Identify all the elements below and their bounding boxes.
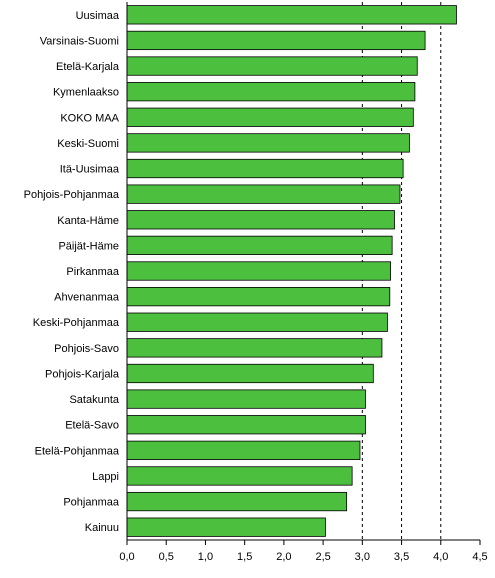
bar-11 xyxy=(126,286,391,307)
category-label-12: Keski-Pohjanmaa xyxy=(33,317,120,329)
x-tick-label-3: 1,5 xyxy=(237,551,252,563)
x-tick-label-9: 4,5 xyxy=(472,551,487,563)
category-label-2: Etelä-Karjala xyxy=(56,61,120,73)
category-label-11: Ahvenanmaa xyxy=(54,292,120,304)
category-label-13: Pohjois-Savo xyxy=(54,343,119,355)
bar-9 xyxy=(126,235,393,256)
x-tick-label-6: 3,0 xyxy=(355,551,370,563)
category-label-16: Etelä-Savo xyxy=(65,420,119,432)
bar-0 xyxy=(126,5,457,25)
category-label-9: Päijät-Häme xyxy=(58,240,119,252)
bar-14 xyxy=(126,363,374,384)
bar-20 xyxy=(126,517,326,537)
bar-12 xyxy=(126,312,388,332)
category-label-20: Kainuu xyxy=(85,522,119,534)
bar-17 xyxy=(126,440,361,460)
category-label-6: Itä-Uusimaa xyxy=(60,164,120,176)
x-axis: 0,0 0,5 1,0 1,5 2,0 2,5 3,0 3,5 4,0 4,5 xyxy=(119,2,488,563)
category-label-1: Varsinais-Suomi xyxy=(40,35,119,47)
bar-13 xyxy=(126,338,383,358)
x-tick-label-8: 4,0 xyxy=(433,551,448,563)
category-label-7: Pohjois-Pohjanmaa xyxy=(24,189,120,201)
category-label-5: Keski-Suomi xyxy=(57,138,119,150)
category-label-14: Pohjois-Karjala xyxy=(45,368,120,380)
x-tick-label-2: 1,0 xyxy=(198,551,213,563)
x-tick-label-0: 0,0 xyxy=(119,551,134,563)
bars xyxy=(126,5,457,537)
category-labels: Uusimaa Varsinais-Suomi Etelä-Karjala Kymen… xyxy=(24,10,120,534)
bar-3 xyxy=(126,82,416,102)
bar-4 xyxy=(126,107,414,127)
category-label-8: Kanta-Häme xyxy=(57,215,119,227)
bar-8 xyxy=(126,210,395,230)
bar-16 xyxy=(126,415,366,435)
bar-2 xyxy=(126,56,418,76)
category-label-17: Etelä-Pohjanmaa xyxy=(35,445,120,457)
bar-10 xyxy=(126,261,391,281)
x-tick-label-4: 2,0 xyxy=(276,551,291,563)
x-tick-label-7: 3,5 xyxy=(394,551,409,563)
x-tick-label-1: 0,5 xyxy=(159,551,174,563)
category-label-19: Pohjanmaa xyxy=(63,497,120,509)
category-label-0: Uusimaa xyxy=(76,10,120,22)
category-label-3: Kymenlaakso xyxy=(53,87,119,99)
bar-1 xyxy=(126,30,426,51)
bar-19 xyxy=(126,491,348,512)
bar-18 xyxy=(126,466,353,486)
bar-6 xyxy=(126,158,404,179)
category-label-4: KOKO MAA xyxy=(60,112,119,124)
category-label-15: Satakunta xyxy=(69,394,119,406)
bar-7 xyxy=(126,184,401,204)
bar-15 xyxy=(126,389,366,409)
category-label-18: Lappi xyxy=(92,471,119,483)
bar-5 xyxy=(126,133,410,153)
category-label-10: Pirkanmaa xyxy=(66,266,119,278)
x-tick-label-5: 2,5 xyxy=(315,551,330,563)
